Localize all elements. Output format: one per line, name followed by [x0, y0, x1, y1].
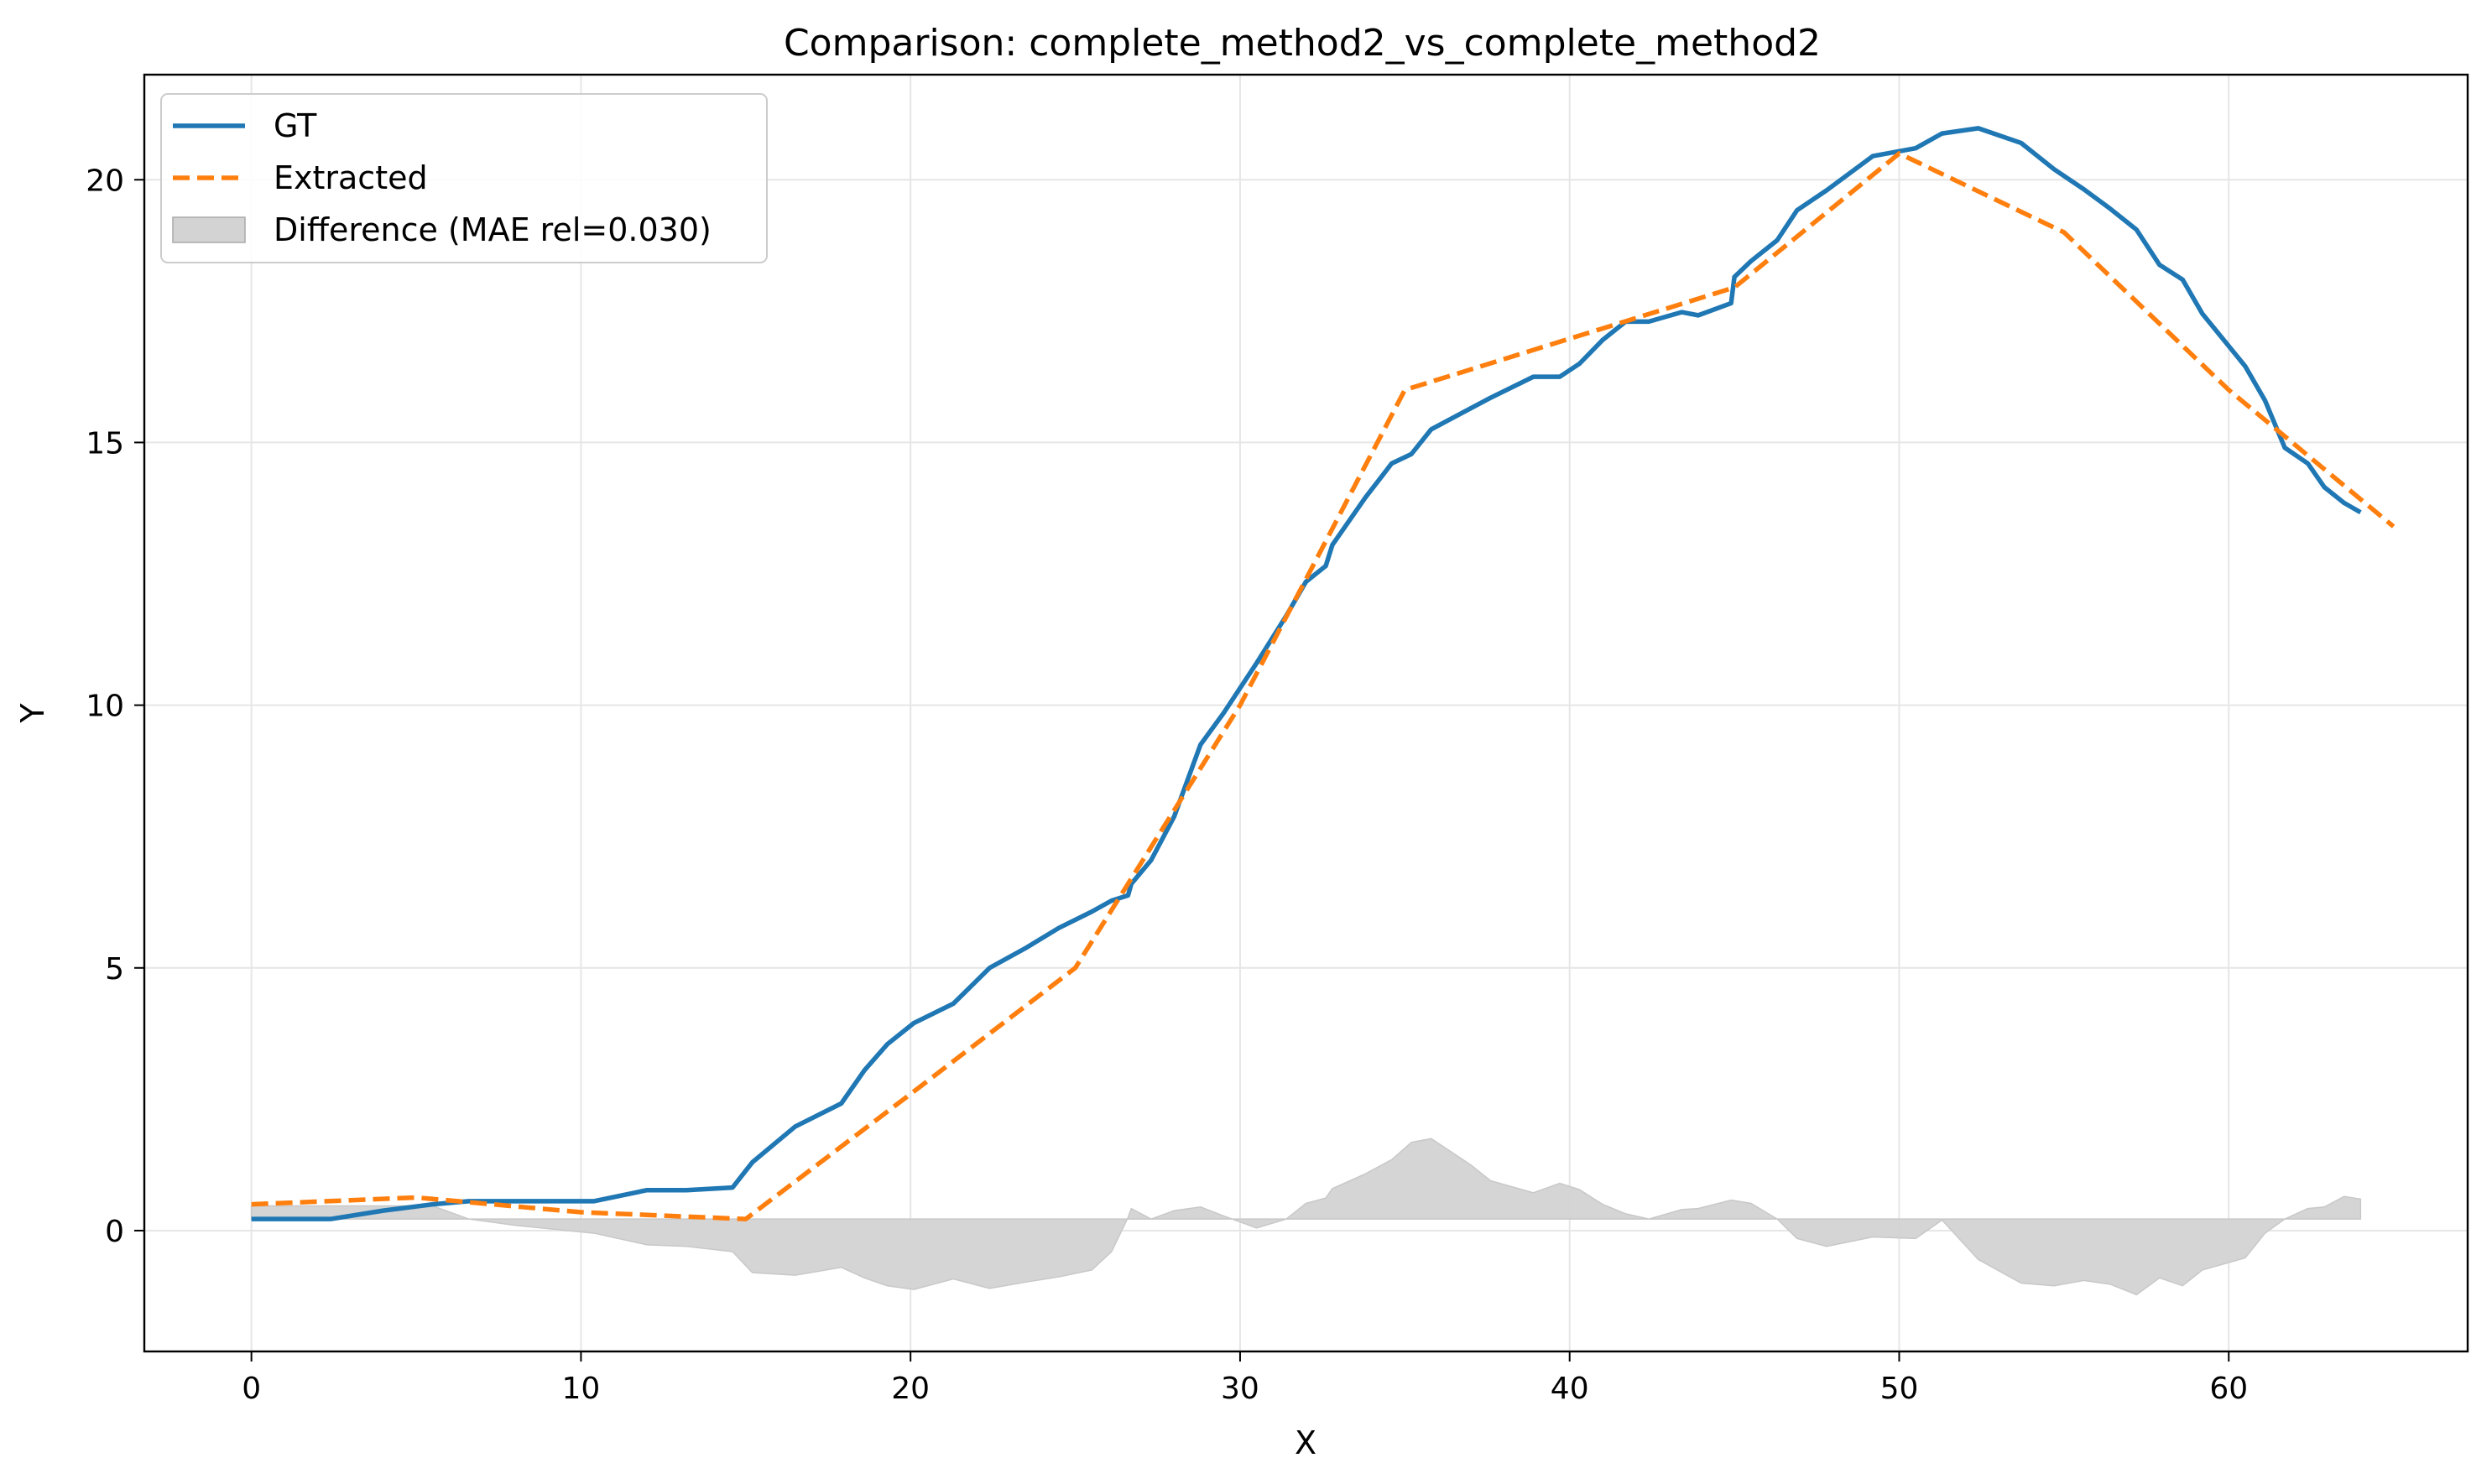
legend-gt-label: GT: [274, 107, 317, 144]
series-lines: [251, 126, 2396, 1221]
x-tick-label: 20: [891, 1372, 930, 1406]
legend: GT Extracted Difference (MAE rel=0.030): [160, 93, 768, 263]
y-tick-label: 10: [86, 690, 124, 724]
x-tick-label: 50: [1880, 1372, 1919, 1406]
legend-box: [160, 93, 768, 263]
x-tick-label: 60: [2209, 1372, 2248, 1406]
x-axis-label: X: [1295, 1424, 1316, 1461]
chart-title: Comparison: complete_method2_vs_complete…: [784, 22, 1821, 65]
ticks: 0 10 20 30 40 50 60 0 5 10 15 20: [86, 164, 2248, 1406]
difference-fill: [250, 1138, 2362, 1296]
series-line-gt: [251, 126, 2362, 1221]
y-tick-label: 15: [86, 426, 124, 461]
x-tick-label: 30: [1221, 1372, 1259, 1406]
plot-frame: [143, 73, 2469, 1353]
difference-area: [250, 1138, 2362, 1296]
x-tick-label: 40: [1551, 1372, 1589, 1406]
y-tick-label: 0: [105, 1215, 124, 1249]
legend-difference-swatch: [172, 216, 246, 243]
legend-extracted-label: Extracted: [274, 159, 428, 196]
series-line-extracted: [251, 151, 2396, 1221]
y-tick-label: 5: [105, 952, 124, 987]
x-tick-label: 0: [242, 1372, 261, 1406]
y-tick-label: 20: [86, 164, 124, 198]
y-axis-label: Y: [14, 703, 51, 724]
grid: [144, 75, 2468, 1351]
legend-difference-label: Difference (MAE rel=0.030): [274, 211, 712, 248]
x-tick-label: 10: [562, 1372, 601, 1406]
